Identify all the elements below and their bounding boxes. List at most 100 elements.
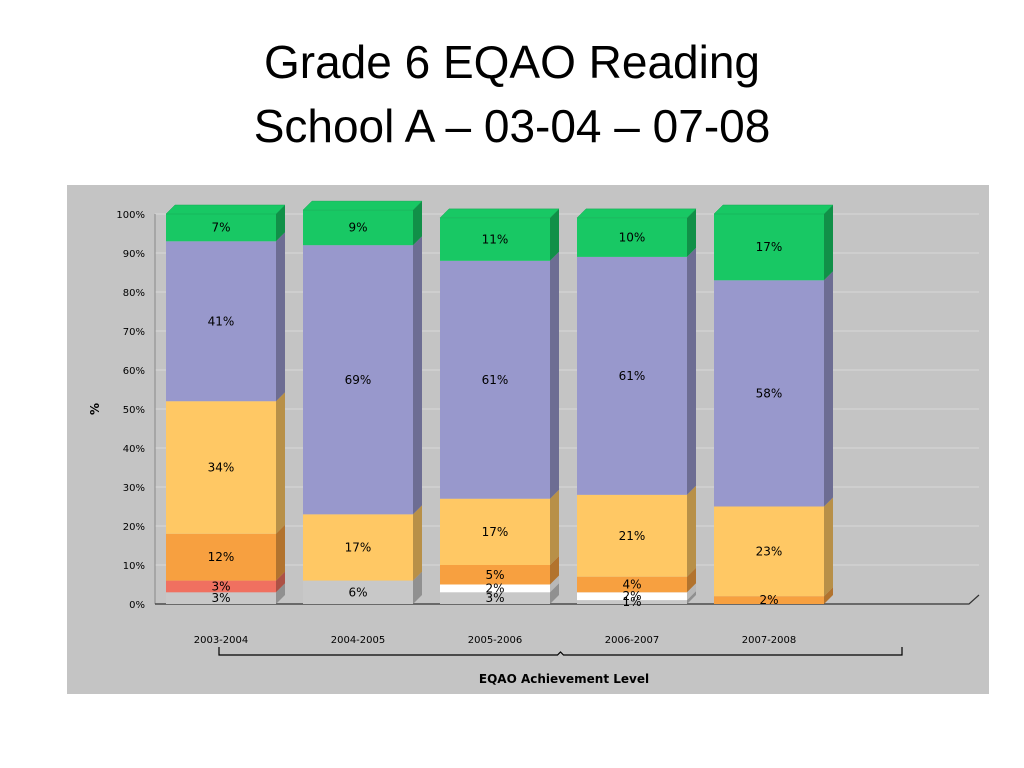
bar-side bbox=[687, 208, 696, 257]
data-label: 2% bbox=[622, 589, 641, 603]
data-label: 1% bbox=[622, 595, 641, 609]
bar-side bbox=[276, 232, 285, 402]
x-axis-bracket bbox=[218, 647, 903, 656]
bar-segment bbox=[714, 506, 824, 597]
x-axis-line bbox=[155, 594, 980, 605]
data-label: 9% bbox=[348, 221, 367, 235]
data-label: 34% bbox=[208, 461, 235, 475]
data-label: 6% bbox=[348, 585, 367, 599]
bar-top bbox=[713, 204, 834, 215]
x-tick-label: 2005-2006 bbox=[468, 635, 523, 646]
y-tick-label: 30% bbox=[123, 483, 145, 494]
y-tick-label: 60% bbox=[123, 366, 145, 377]
y-tick-label: 90% bbox=[123, 249, 145, 260]
y-tick-label: 70% bbox=[123, 327, 145, 338]
data-label: 5% bbox=[485, 568, 504, 582]
bar-side bbox=[824, 271, 833, 507]
bar-segment bbox=[166, 241, 276, 402]
bar-side bbox=[276, 524, 285, 581]
bar-segment bbox=[440, 592, 550, 604]
bar-side bbox=[687, 247, 696, 495]
bar-top bbox=[576, 208, 697, 219]
bar-side bbox=[687, 591, 696, 604]
y-tick-label: 0% bbox=[129, 600, 145, 611]
bar-segment bbox=[166, 580, 276, 593]
bar-segment bbox=[303, 514, 413, 581]
data-label: 3% bbox=[485, 591, 504, 605]
x-axis-title: EQAO Achievement Level bbox=[479, 672, 649, 686]
y-tick-label: 40% bbox=[123, 444, 145, 455]
data-label: 23% bbox=[756, 544, 783, 558]
bar-side bbox=[824, 587, 833, 604]
bar-side bbox=[687, 583, 696, 601]
bar-side bbox=[550, 556, 559, 585]
bar-side bbox=[550, 489, 559, 565]
data-label: 10% bbox=[619, 230, 646, 244]
bar-side bbox=[550, 575, 559, 593]
data-label: 2% bbox=[759, 593, 778, 607]
bar-side bbox=[276, 392, 285, 534]
x-tick-label: 2007-2008 bbox=[742, 635, 797, 646]
bar-side bbox=[687, 485, 696, 577]
y-tick-label: 50% bbox=[123, 405, 145, 416]
bar-segment bbox=[577, 217, 687, 257]
y-tick-label: 80% bbox=[123, 288, 145, 299]
bar-segment bbox=[440, 217, 550, 261]
bar-segment bbox=[577, 494, 687, 577]
bar-side bbox=[413, 201, 422, 246]
data-label: 58% bbox=[756, 386, 783, 400]
bar-top bbox=[165, 204, 286, 215]
bar-top bbox=[439, 208, 560, 219]
bar-segment bbox=[577, 576, 687, 593]
slide-title: Grade 6 EQAO Reading School A – 03-04 – … bbox=[0, 30, 1024, 158]
y-tick-label: 20% bbox=[123, 522, 145, 533]
data-label: 21% bbox=[619, 529, 646, 543]
data-label: 41% bbox=[208, 314, 235, 328]
bar-side bbox=[413, 571, 422, 604]
bar-segment bbox=[440, 584, 550, 593]
bar-segment bbox=[303, 580, 413, 604]
bar-segment bbox=[166, 592, 276, 604]
bar-segment bbox=[714, 280, 824, 507]
data-label: 12% bbox=[208, 550, 235, 564]
x-tick-label: 2006-2007 bbox=[605, 635, 660, 646]
bar-side bbox=[824, 205, 833, 281]
y-tick-label: 10% bbox=[123, 561, 145, 572]
bar-segment bbox=[440, 498, 550, 565]
y-tick-label: 100% bbox=[116, 210, 145, 221]
bar-side bbox=[687, 567, 696, 593]
data-label: 17% bbox=[756, 240, 783, 254]
bar-segment bbox=[577, 592, 687, 601]
chart-svg: 0%10%20%30%40%50%60%70%80%90%100%%3%3%12… bbox=[67, 185, 989, 694]
bar-segment bbox=[303, 245, 413, 515]
bar-segment bbox=[166, 214, 276, 242]
slide-title-line-2: School A – 03-04 – 07-08 bbox=[253, 100, 771, 152]
data-label: 17% bbox=[482, 525, 509, 539]
data-label: 61% bbox=[482, 373, 509, 387]
data-label: 3% bbox=[211, 591, 230, 605]
data-label: 4% bbox=[622, 578, 641, 592]
bar-side bbox=[276, 205, 285, 242]
data-label: 3% bbox=[211, 579, 230, 593]
data-label: 11% bbox=[482, 232, 509, 246]
bar-top bbox=[302, 200, 423, 211]
data-label: 17% bbox=[345, 540, 372, 554]
bar-side bbox=[550, 251, 559, 499]
data-label: 7% bbox=[211, 221, 230, 235]
bar-segment bbox=[577, 600, 687, 604]
slide-title-line-1: Grade 6 EQAO Reading bbox=[263, 36, 761, 88]
bar-side bbox=[824, 497, 833, 597]
bar-segment bbox=[166, 533, 276, 581]
bar-side bbox=[550, 208, 559, 261]
y-axis-title: % bbox=[88, 403, 102, 415]
bar-segment bbox=[166, 401, 276, 534]
bar-segment bbox=[577, 256, 687, 495]
bar-segment bbox=[714, 596, 824, 604]
data-label: 2% bbox=[485, 581, 504, 595]
bar-segment bbox=[303, 210, 413, 246]
bar-segment bbox=[440, 260, 550, 499]
data-label: 69% bbox=[345, 373, 372, 387]
bar-segment bbox=[440, 565, 550, 585]
stacked-bar-chart: 0% 10% 20% 30% 40% 50% 60% 70% 80% 90% 100%% 3% 3% 12… bbox=[67, 185, 989, 694]
bar-side bbox=[413, 505, 422, 581]
